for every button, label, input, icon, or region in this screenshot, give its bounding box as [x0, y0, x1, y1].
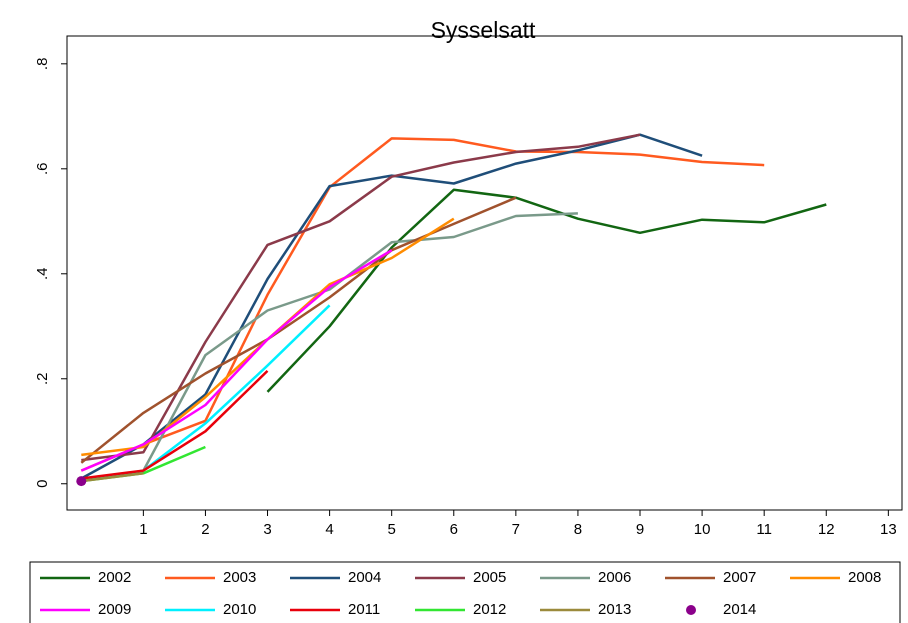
- y-tick-label: .6: [34, 163, 51, 176]
- legend-label: 2013: [598, 601, 631, 618]
- legend-label: 2004: [348, 569, 381, 586]
- x-tick-label: 2: [201, 521, 209, 538]
- x-tick-label: 5: [388, 521, 396, 538]
- series-line: [81, 472, 144, 483]
- x-tick-label: 8: [574, 521, 582, 538]
- legend-label: 2005: [473, 569, 506, 586]
- series-line: [81, 370, 269, 480]
- y-tick-label: .4: [34, 268, 51, 281]
- legend-label: 2002: [98, 569, 131, 586]
- series-line: [80, 249, 393, 472]
- x-tick-label: 12: [818, 521, 835, 538]
- chart-title: Sysselsatt: [431, 17, 536, 43]
- y-tick-label: 0: [34, 480, 51, 488]
- x-tick-label: 10: [694, 521, 711, 538]
- legend-label: 2007: [723, 569, 756, 586]
- x-tick-label: 7: [512, 521, 520, 538]
- legend-label: 2006: [598, 569, 631, 586]
- x-tick-label: 6: [450, 521, 458, 538]
- legend-label: 2010: [223, 601, 256, 618]
- plot-frame: [66, 35, 903, 511]
- series-line: [266, 188, 827, 393]
- series-line: [80, 196, 517, 464]
- x-tick-label: 9: [636, 521, 644, 538]
- legend-label: 2009: [98, 601, 131, 618]
- point: [76, 476, 87, 487]
- y-tick-label: .2: [34, 373, 51, 386]
- series-line: [80, 137, 765, 472]
- x-tick-label: 1: [139, 521, 147, 538]
- legend-box: [29, 561, 901, 623]
- legend-marker: [686, 605, 696, 615]
- y-tick-label: .8: [34, 58, 51, 71]
- series-line: [81, 133, 641, 462]
- legend-label: 2014: [723, 601, 756, 618]
- legend-label: 2003: [223, 569, 256, 586]
- x-tick-label: 4: [325, 521, 333, 538]
- legend-label: 2012: [473, 601, 506, 618]
- legend-label: 2008: [848, 569, 881, 586]
- x-tick-label: 3: [263, 521, 271, 538]
- legend-label: 2011: [348, 601, 380, 618]
- x-tick-label: 13: [880, 521, 897, 538]
- x-tick-label: 11: [756, 521, 772, 538]
